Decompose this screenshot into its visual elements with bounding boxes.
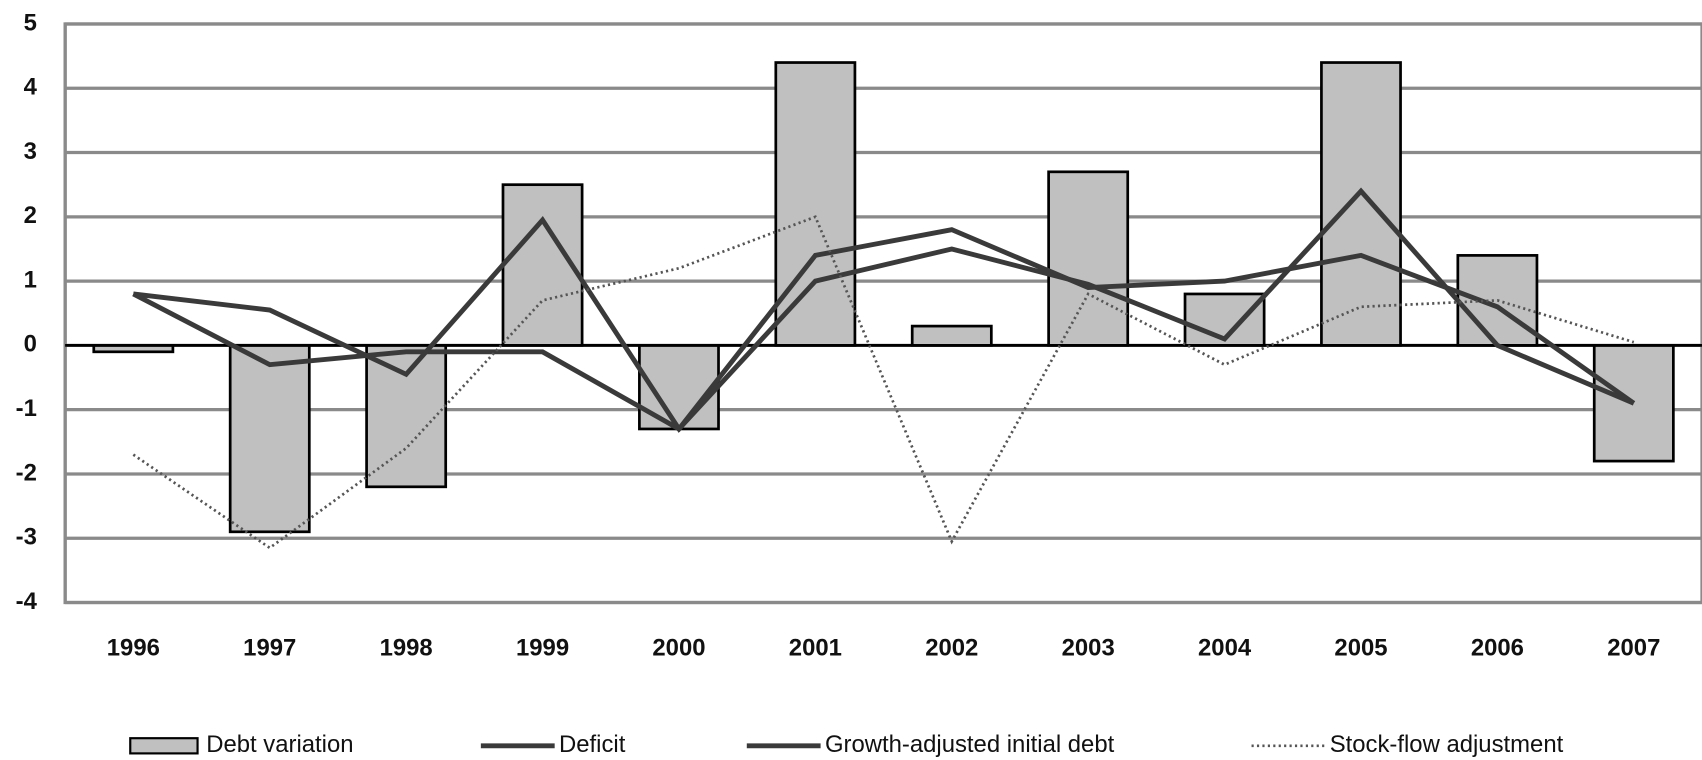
x-tick-label: 2003 [1062, 635, 1115, 662]
line [133, 187, 1635, 433]
plot-frame [63, 22, 1702, 605]
y-tick-label: 3 [24, 138, 37, 165]
legend-label: Debt variation [206, 731, 353, 758]
line [132, 227, 1636, 433]
x-tick-label: 1999 [516, 635, 569, 662]
line [132, 215, 1635, 550]
legend-label: Growth-adjusted initial debt [825, 731, 1115, 758]
bar [365, 344, 448, 489]
y-tick-label: -1 [16, 395, 37, 422]
y-tick-label: 2 [24, 202, 37, 229]
y-tick-label: 0 [24, 331, 37, 358]
bar [228, 344, 311, 534]
x-tick-label: 1997 [243, 635, 296, 662]
legend-label: Stock-flow adjustment [1330, 731, 1564, 758]
legend-swatch [129, 737, 199, 755]
bar [910, 324, 993, 347]
y-tick-label: 1 [24, 266, 37, 293]
y-tick-label: -3 [16, 524, 37, 551]
x-tick-label: 2007 [1607, 635, 1660, 662]
x-tick-label: 2002 [925, 635, 978, 662]
bar [1047, 170, 1130, 347]
x-tick-label: 1998 [380, 635, 433, 662]
bar [501, 183, 584, 347]
bar [774, 61, 857, 347]
x-tick-label: 2006 [1471, 635, 1524, 662]
y-tick-label: 4 [24, 74, 38, 101]
y-tick-label: 5 [24, 9, 37, 36]
x-tick-label: 2000 [652, 635, 705, 662]
bar [1320, 61, 1402, 347]
x-tick-label: 1996 [107, 635, 160, 662]
x-tick-label: 2001 [789, 635, 842, 662]
bar [1592, 344, 1675, 463]
x-tick-label: 2005 [1334, 635, 1387, 662]
y-tick-label: -2 [16, 459, 37, 486]
y-tick-label: -4 [16, 588, 38, 615]
legend-label: Deficit [559, 731, 626, 758]
x-tick-label: 2004 [1198, 635, 1252, 662]
